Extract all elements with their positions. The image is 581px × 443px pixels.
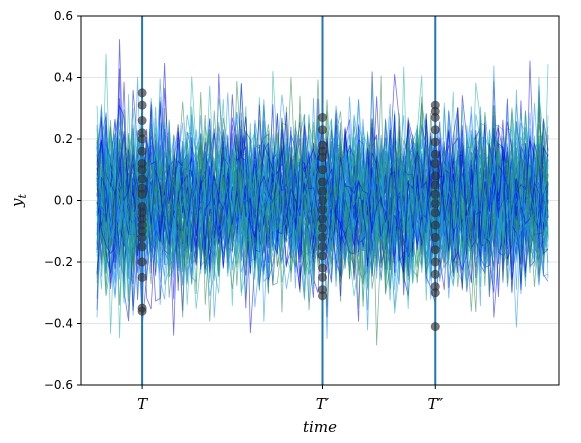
x-tick-label: T′ bbox=[316, 395, 330, 413]
y-axis: −0.6 −0.4 −0.2 0.0 0.2 0.4 0.6 bbox=[44, 9, 81, 392]
cross-section-point bbox=[317, 272, 327, 282]
cross-section-point bbox=[137, 174, 147, 184]
cross-section-point bbox=[430, 220, 440, 230]
cross-section-point bbox=[317, 125, 327, 135]
cross-section-point bbox=[137, 134, 147, 144]
y-tick-label: −0.4 bbox=[44, 317, 73, 331]
cross-section-point bbox=[430, 322, 440, 332]
y-axis-label-subscript: t bbox=[16, 193, 29, 198]
y-tick-label: 0.2 bbox=[54, 132, 73, 146]
cross-section-point bbox=[317, 177, 327, 187]
cross-section-point bbox=[137, 242, 147, 252]
cross-section-point bbox=[137, 100, 147, 110]
cross-section-points bbox=[137, 88, 440, 332]
x-axis-label: time bbox=[303, 418, 337, 436]
cross-section-point bbox=[430, 112, 440, 122]
cross-section-point bbox=[430, 257, 440, 267]
y-tick-label: 0.0 bbox=[54, 194, 73, 208]
cross-section-point bbox=[317, 186, 327, 196]
cross-section-point bbox=[137, 88, 147, 98]
cross-section-point bbox=[317, 251, 327, 261]
cross-section-point bbox=[317, 242, 327, 252]
cross-section-point bbox=[317, 214, 327, 224]
cross-section-point bbox=[430, 208, 440, 218]
cross-section-point bbox=[317, 291, 327, 301]
cross-section-point bbox=[317, 112, 327, 122]
cross-section-point bbox=[137, 306, 147, 316]
cross-section-point bbox=[430, 159, 440, 169]
cross-section-point bbox=[137, 189, 147, 199]
cross-section-point bbox=[430, 232, 440, 242]
cross-section-point bbox=[137, 232, 147, 242]
cross-section-point bbox=[430, 189, 440, 199]
cross-section-point bbox=[430, 171, 440, 181]
y-axis-label: yt bbox=[8, 193, 29, 207]
x-tick-label: T″ bbox=[427, 395, 443, 413]
y-tick-label: −0.6 bbox=[44, 378, 73, 392]
cross-section-point bbox=[137, 165, 147, 175]
y-axis-label-main: y bbox=[8, 198, 26, 208]
cross-section-point bbox=[430, 288, 440, 298]
x-tick-label: T bbox=[137, 395, 148, 413]
y-tick-label: 0.4 bbox=[54, 71, 73, 85]
cross-section-point bbox=[430, 137, 440, 147]
cross-section-point bbox=[430, 245, 440, 255]
x-axis: T T′ T″ bbox=[137, 385, 443, 413]
cross-section-point bbox=[137, 116, 147, 126]
cross-section-point bbox=[430, 269, 440, 279]
cross-section-point bbox=[137, 146, 147, 156]
y-tick-label: 0.6 bbox=[54, 9, 73, 23]
cross-section-point bbox=[317, 196, 327, 206]
cross-section-point bbox=[317, 232, 327, 242]
cross-section-point bbox=[317, 223, 327, 233]
cross-section-point bbox=[317, 205, 327, 215]
cross-section-point bbox=[317, 165, 327, 175]
y-tick-label: −0.2 bbox=[44, 255, 73, 269]
cross-section-point bbox=[137, 257, 147, 267]
cross-section-point bbox=[430, 149, 440, 159]
cross-section-point bbox=[430, 125, 440, 135]
cross-section-point bbox=[317, 263, 327, 273]
cross-section-point bbox=[137, 272, 147, 282]
cross-section-point bbox=[317, 152, 327, 162]
cross-section-point bbox=[430, 180, 440, 190]
cross-section-point bbox=[430, 199, 440, 209]
